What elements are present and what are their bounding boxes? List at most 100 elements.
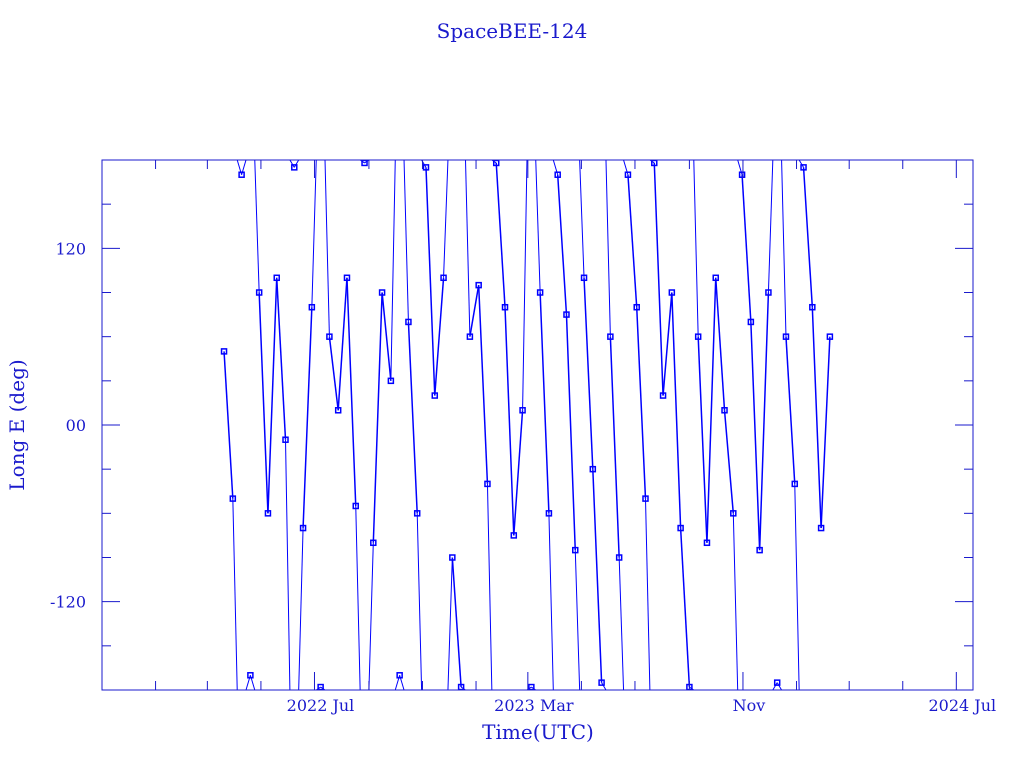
series-segment (302, 307, 313, 529)
data-point (800, 164, 807, 171)
series-segment (794, 483, 800, 691)
data-point (413, 510, 421, 517)
y-tick-label: 00 (66, 416, 86, 435)
data-point (826, 333, 834, 340)
series-segment (298, 528, 304, 691)
series-segment (285, 439, 291, 691)
series-segment (644, 498, 651, 691)
series-segment (355, 505, 361, 691)
series-segment (258, 292, 269, 514)
data-point (563, 311, 570, 318)
series-segment (820, 336, 831, 529)
data-point (264, 510, 272, 517)
data-point (607, 333, 614, 340)
axes: 120 00 -120 2022 Jul 2023 Mar Nov 2024 Jul (50, 159, 996, 715)
series-segment (328, 336, 339, 411)
data-point (352, 502, 359, 510)
data-point (449, 554, 456, 561)
data-point (475, 281, 482, 289)
data-point (773, 679, 781, 686)
series-segment (254, 159, 260, 293)
data-point (703, 539, 711, 547)
series-segment (605, 159, 611, 337)
data-point (554, 171, 561, 178)
data-point (466, 333, 474, 340)
data-point (633, 303, 640, 311)
series-segment (758, 292, 770, 551)
series-segment (522, 159, 528, 411)
series-segment (311, 159, 317, 308)
series-segment (781, 159, 787, 337)
series-segment (477, 285, 489, 484)
data-point (694, 333, 702, 340)
data-point (677, 524, 684, 532)
series-segment (579, 159, 585, 278)
data-point (519, 407, 526, 414)
y-tick-label: 120 (55, 239, 86, 258)
series-segment (451, 557, 462, 688)
series-segment (232, 498, 238, 691)
data-point (273, 274, 280, 282)
series-segment (772, 682, 778, 691)
data-point (721, 407, 728, 414)
series-segment (750, 321, 761, 551)
series-segment (592, 469, 603, 683)
data-point (510, 532, 518, 539)
series-segment (346, 277, 357, 507)
data-point (659, 392, 667, 399)
data-point (229, 495, 237, 502)
data-point (536, 289, 544, 296)
series-segment (434, 277, 445, 396)
series-segment (802, 167, 814, 308)
data-point (756, 546, 763, 554)
series-segment (486, 483, 493, 691)
data-point (370, 539, 377, 547)
series-segment (653, 162, 664, 396)
series-segment (504, 307, 515, 536)
series-segment (776, 682, 783, 691)
series-segment (513, 410, 524, 536)
series-segment (289, 159, 295, 168)
series-segment (223, 351, 234, 499)
series-segment (601, 682, 607, 691)
data-point (501, 303, 509, 311)
data-point (238, 171, 245, 178)
x-tick-label: Nov (733, 696, 766, 715)
series-segment (697, 336, 708, 543)
series-segment (548, 513, 554, 691)
data-point (589, 465, 597, 473)
data-point (220, 348, 228, 355)
data-point (598, 679, 605, 686)
series-segment (443, 159, 449, 278)
series-segment (785, 336, 796, 484)
data-point (545, 510, 553, 517)
data-point (791, 480, 799, 488)
x-tick-label: 2023 Mar (494, 696, 574, 715)
data-point (291, 164, 298, 171)
data-point (765, 289, 772, 296)
series-segment (324, 159, 330, 337)
data-point (282, 436, 289, 443)
data-point (747, 318, 755, 326)
data-point (668, 289, 676, 296)
data-point (396, 672, 403, 679)
series-segment (469, 285, 480, 337)
data-point (782, 333, 790, 340)
data-point (334, 407, 342, 414)
series-segment (425, 167, 436, 396)
series-segment (583, 277, 594, 470)
series-segment (679, 528, 691, 688)
series-segment (372, 292, 383, 543)
series-segment (767, 159, 774, 293)
series-segment (447, 557, 453, 691)
series-segment (293, 159, 300, 168)
data-point (484, 480, 491, 488)
series-segment (741, 174, 752, 322)
series-segment (693, 159, 699, 337)
x-axis-label: Time(UTC) (482, 720, 594, 744)
series-segment (798, 159, 804, 168)
data-point (326, 333, 333, 340)
data-point (378, 289, 386, 296)
data-point (712, 274, 719, 282)
